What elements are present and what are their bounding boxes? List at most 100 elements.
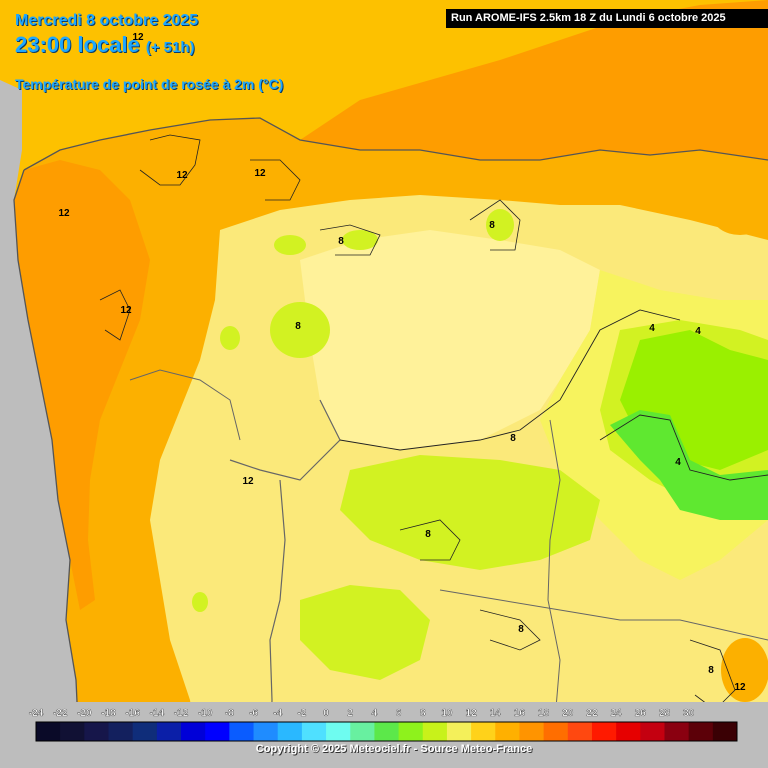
legend-swatch: [301, 722, 327, 741]
legend-tick-label: 20: [562, 708, 574, 719]
north-lime-spot: [342, 230, 378, 250]
legend-tick-label: -6: [249, 708, 258, 719]
region-border: [229, 399, 341, 481]
legend-swatch: [156, 722, 182, 741]
contour-label: 8: [295, 321, 301, 332]
legend-border: [35, 721, 738, 742]
coastline-west: [13, 169, 81, 768]
legend-tick-label: 2: [347, 708, 353, 719]
legend-tick-label: 12: [466, 708, 478, 719]
legend-tick-label: 4: [372, 708, 378, 719]
contour-label: 4: [695, 326, 701, 337]
off-domain-area: [0, 80, 80, 768]
legend-tick-label: 10: [441, 708, 453, 719]
region-border: [439, 589, 768, 641]
copyright-text: Copyright © 2025 Meteociel.fr - Source M…: [255, 743, 533, 755]
contour-label: 12: [120, 305, 132, 316]
legend-tick-label: -8: [225, 708, 234, 719]
offshore-band: [300, 0, 768, 160]
legend-tick-label: -10: [198, 708, 213, 719]
legend-tick-label: -12: [174, 708, 189, 719]
legend-swatch: [229, 722, 255, 741]
legend-panel: -24 -22 -20 -18 -16 -14 -12 -10 -8 -6 -4 -2 0 2 4 6 8 10 1…: [0, 702, 768, 768]
legend-tick-label: -22: [53, 708, 68, 719]
legend-swatch: [616, 722, 641, 741]
legend-tick-label: -20: [77, 708, 92, 719]
legend-swatch: [398, 722, 424, 741]
legend-swatch: [350, 722, 375, 741]
west-coastal-strip: [14, 160, 150, 610]
contour-line-12: [99, 289, 131, 341]
contour-labels: 12 12 12 12 12 12 12 8 8 8 8 8 8 8 4 4 4: [58, 32, 746, 693]
north-lime-spot: [270, 302, 330, 358]
contour-label: 12: [132, 32, 144, 43]
south-lime-zone: [340, 455, 600, 570]
contour-label: 8: [708, 665, 714, 676]
contour-label: 8: [338, 236, 344, 247]
legend-swatch: [591, 722, 617, 741]
legend-swatch: [422, 722, 448, 741]
contour-line-8: [319, 224, 381, 256]
contour-label: 12: [176, 170, 188, 181]
region-border: [547, 419, 561, 721]
legend-tick-label: -16: [125, 708, 140, 719]
north-lime-spot: [274, 235, 306, 255]
east-orange-spot: [721, 638, 768, 702]
legend-tick-label: 16: [514, 708, 526, 719]
legend-swatch: [374, 722, 400, 741]
north-lime-spot: [486, 209, 514, 241]
legend-tick-label: 8: [420, 708, 426, 719]
legend-swatch: [495, 722, 520, 741]
legend-swatch: [253, 722, 279, 741]
legend-tick-label: 18: [538, 708, 550, 719]
legend-swatch: [543, 722, 569, 741]
legend-swatch: [326, 722, 351, 741]
contour-label: 4: [649, 323, 655, 334]
contour-label: 12: [58, 208, 70, 219]
bright-green-zone: [610, 410, 768, 520]
legend-tick-label: -24: [29, 708, 44, 719]
legend-swatch: [84, 722, 110, 741]
run-info-box: Run AROME-IFS 2.5km 18 Z du Lundi 6 octo…: [446, 9, 768, 28]
forecast-date: Mercredi 8 octobre 2025: [15, 12, 199, 29]
contour-line-12: [250, 159, 301, 201]
contour-line-8: [399, 519, 461, 561]
contour-label: 12: [242, 476, 254, 487]
legend-swatch: [132, 722, 158, 741]
legend-tick-label: 6: [396, 708, 402, 719]
legend-swatch: [36, 722, 61, 741]
contour-line-8: [339, 309, 681, 451]
legend-swatch: [181, 722, 206, 741]
legend-tick-label: -18: [101, 708, 116, 719]
legend-tick-label: -14: [150, 708, 165, 719]
legend-swatch: [519, 722, 545, 741]
forecast-time: 23:00 locale (+ 51h): [15, 32, 195, 58]
legend-swatch: [664, 722, 690, 741]
contour-label: 12: [254, 168, 266, 179]
plateau-area: [300, 230, 600, 450]
legend-swatch: [108, 722, 134, 741]
legend-swatch: [277, 722, 303, 741]
legend-tick-label: 30: [683, 708, 695, 719]
legend-tick-label: 0: [323, 708, 329, 719]
forecast-time-value: 23:00 locale: [15, 32, 140, 57]
legend-swatch: [60, 722, 85, 741]
contour-line-8: [479, 609, 541, 651]
legend-swatch: [446, 722, 472, 741]
south-lime-spot: [192, 592, 208, 612]
legend-tick-label: -4: [273, 708, 282, 719]
legend-swatch: [688, 722, 714, 741]
parameter-title: Température de point de rosée à 2m (°C): [15, 76, 284, 92]
sw-lime-zone: [300, 585, 430, 680]
contour-label: 8: [489, 220, 495, 231]
legend-swatch: [471, 722, 496, 741]
forecast-lead-time: (+ 51h): [145, 39, 195, 56]
legend-tick-label: 28: [659, 708, 671, 719]
east-orange-spot: [712, 195, 768, 235]
contour-label: 4: [675, 457, 681, 468]
contour-label: 8: [510, 433, 516, 444]
north-lime-spot: [220, 326, 240, 350]
legend-tick-label: 26: [635, 708, 647, 719]
legend-swatch: [205, 722, 230, 741]
